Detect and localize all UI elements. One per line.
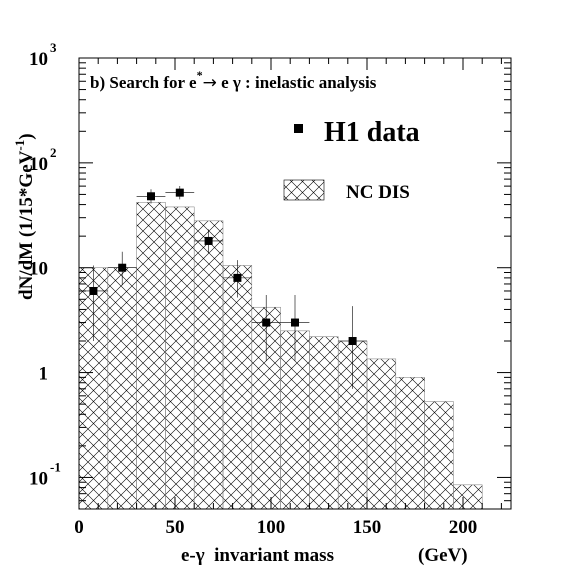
h1-data-marker [262, 318, 271, 327]
x-tick-label: 0 [74, 517, 84, 538]
x-axis-label: e-γ invariant mass [181, 545, 334, 566]
y-tick-exponent: -1 [50, 459, 61, 474]
x-axis-unit: (GeV) [418, 545, 468, 566]
y-tick-label: 1 [39, 364, 49, 385]
h1-data-point [107, 251, 137, 286]
h1-data-point [194, 229, 223, 254]
h1-data-points [79, 185, 367, 389]
h1-data-marker [348, 337, 357, 346]
h1-data-marker [204, 236, 213, 245]
nc-dis-histogram [78, 202, 483, 510]
y-tick-label: 10 [29, 49, 48, 70]
x-axis-ticks: 0 50 100 150 200 [74, 58, 502, 538]
chart-title-lead: b) Search for e [90, 73, 197, 92]
chart-title: b) Search for e*→ e γ : inelastic analys… [90, 68, 377, 93]
h1-data-point [280, 294, 310, 361]
h1-data-point [223, 260, 252, 298]
legend-label-nc-dis: NC DIS [346, 182, 410, 203]
y-axis-label-sup: -1 [12, 140, 27, 151]
x-tick-label: 50 [166, 517, 185, 538]
chart-title-sup: * [197, 68, 203, 82]
y-axis-label-close: ) [16, 133, 37, 139]
y-axis-label-main: dN/dM (1/15*GeV [16, 150, 37, 300]
y-tick-exponent: 3 [50, 40, 57, 55]
h1-data-point [165, 185, 195, 200]
h1-data-point [338, 306, 367, 389]
h1-data-point [251, 294, 281, 361]
h1-data-marker [233, 273, 242, 282]
legend-marker-nc-dis [283, 179, 325, 201]
legend-marker-h1-data [294, 124, 303, 133]
h1-data-marker [175, 188, 184, 197]
h1-data-marker [291, 318, 299, 327]
x-tick-label: 200 [449, 517, 478, 538]
y-tick-exponent: 2 [50, 145, 57, 160]
y-axis-label: dN/dM (1/15*GeV-1) [12, 133, 37, 300]
h1-data-marker [118, 263, 127, 272]
h1-data-point [136, 189, 166, 204]
h1-data-marker [147, 192, 155, 201]
chart-title-rest: e γ : inelastic analysis [217, 73, 377, 92]
y-tick-label: 10 [29, 468, 48, 489]
y-tick-label: 10 [29, 259, 48, 280]
x-tick-label: 150 [353, 517, 382, 538]
h1-data-marker [89, 286, 98, 295]
legend: H1 data NC DIS [283, 117, 420, 203]
y-tick-label: 10 [29, 154, 48, 175]
legend-label-h1-data: H1 data [324, 117, 420, 148]
x-tick-label: 100 [257, 517, 286, 538]
chart-title-arrow: → [203, 73, 217, 93]
